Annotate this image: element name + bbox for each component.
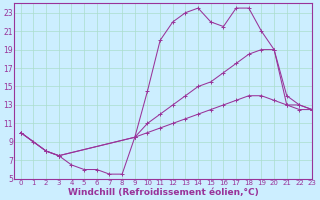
X-axis label: Windchill (Refroidissement éolien,°C): Windchill (Refroidissement éolien,°C) — [68, 188, 259, 197]
